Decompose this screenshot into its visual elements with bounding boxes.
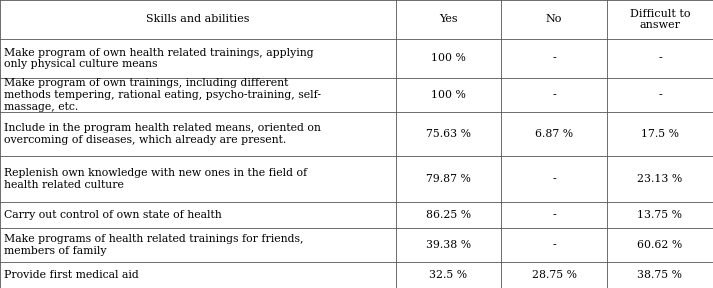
Text: -: -: [658, 90, 662, 100]
Text: Include in the program health related means, oriented on
overcoming of diseases,: Include in the program health related me…: [4, 123, 321, 145]
Text: 60.62 %: 60.62 %: [637, 240, 682, 250]
Text: Make program of own trainings, including different
methods tempering, rational e: Make program of own trainings, including…: [4, 78, 322, 111]
Text: -: -: [552, 174, 556, 184]
Text: Make program of own health related trainings, applying
only physical culture mea: Make program of own health related train…: [4, 48, 314, 69]
Text: 39.38 %: 39.38 %: [426, 240, 471, 250]
Text: 75.63 %: 75.63 %: [426, 129, 471, 139]
Text: 86.25 %: 86.25 %: [426, 210, 471, 220]
Text: 17.5 %: 17.5 %: [641, 129, 679, 139]
Text: Difficult to
answer: Difficult to answer: [630, 9, 690, 30]
Text: 79.87 %: 79.87 %: [426, 174, 471, 184]
Text: Replenish own knowledge with new ones in the field of
health related culture: Replenish own knowledge with new ones in…: [4, 168, 307, 190]
Text: Provide first medical aid: Provide first medical aid: [4, 270, 139, 280]
Text: 32.5 %: 32.5 %: [429, 270, 468, 280]
Text: -: -: [552, 90, 556, 100]
Text: No: No: [546, 14, 562, 24]
Text: Carry out control of own state of health: Carry out control of own state of health: [4, 210, 222, 220]
Text: -: -: [552, 240, 556, 250]
Text: 23.13 %: 23.13 %: [637, 174, 682, 184]
Text: -: -: [658, 53, 662, 63]
Text: -: -: [552, 53, 556, 63]
Text: Make programs of health related trainings for friends,
members of family: Make programs of health related training…: [4, 234, 304, 256]
Text: 38.75 %: 38.75 %: [637, 270, 682, 280]
Text: 13.75 %: 13.75 %: [637, 210, 682, 220]
Text: Yes: Yes: [439, 14, 458, 24]
Text: Skills and abilities: Skills and abilities: [146, 14, 250, 24]
Text: 6.87 %: 6.87 %: [535, 129, 573, 139]
Text: 28.75 %: 28.75 %: [531, 270, 577, 280]
Text: -: -: [552, 210, 556, 220]
Text: 100 %: 100 %: [431, 53, 466, 63]
Text: 100 %: 100 %: [431, 90, 466, 100]
